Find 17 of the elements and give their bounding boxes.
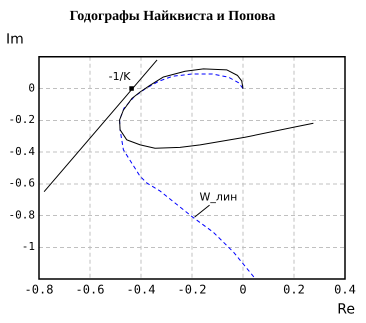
y-tick-label: 0 [28, 81, 35, 94]
y-tick-label: -0.2 [8, 113, 35, 126]
x-tick-label: 0.2 [283, 282, 305, 296]
x-axis-title: Re [337, 302, 355, 318]
x-tick-label: 0.4 [334, 282, 356, 296]
y-axis-title: Im [6, 31, 24, 48]
annotation: -1/K [108, 70, 132, 83]
x-tick-label: -0.4 [126, 282, 156, 296]
x-tick-label: -0.2 [178, 282, 206, 296]
chart-title: Годографы Найквиста и Попова [70, 9, 276, 24]
y-tick-label: -1 [22, 240, 35, 254]
annotation: W_лин [200, 190, 238, 204]
y-tick-label: -0.6 [8, 176, 35, 190]
x-tick-label: 0 [239, 282, 247, 296]
y-tick-label: -0.4 [8, 144, 36, 158]
y-tick-label: -0.8 [8, 208, 35, 222]
x-tick-label: -0.6 [76, 282, 104, 296]
